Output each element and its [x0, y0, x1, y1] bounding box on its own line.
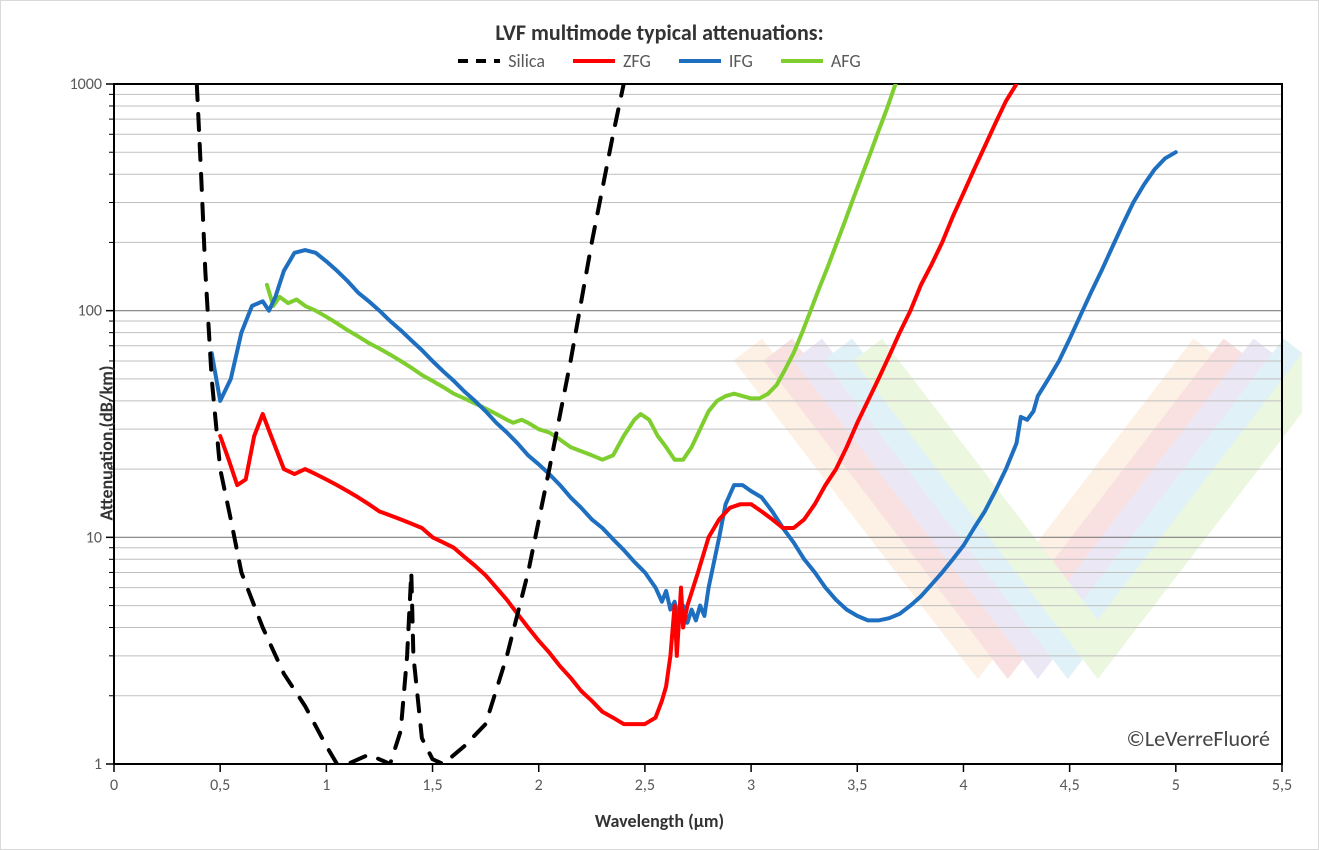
x-axis-label: Wavelength (µm): [595, 810, 724, 832]
legend-item: AFG: [781, 50, 861, 72]
svg-text:0: 0: [110, 776, 118, 795]
svg-text:5,5: 5,5: [1272, 776, 1292, 795]
chart-frame: LVF multimode typical attenuations: Sili…: [0, 0, 1319, 850]
svg-text:3: 3: [747, 776, 755, 795]
svg-text:1: 1: [94, 755, 102, 774]
chart-svg: 0 0,5 1 1,5 2 2,5 3 3,5 4 4,5 5 5,5 1 10 100 1000 ©LeVer…: [19, 78, 1302, 808]
legend-item: IFG: [679, 50, 753, 72]
svg-text:100: 100: [78, 302, 102, 321]
legend-label: Silica: [508, 50, 545, 72]
svg-text:4: 4: [959, 776, 967, 795]
legend: Silica ZFG IFG AFG: [19, 50, 1300, 72]
chart-title: LVF multimode typical attenuations:: [19, 19, 1300, 46]
legend-swatch: [573, 54, 615, 68]
svg-text:2: 2: [535, 776, 543, 795]
svg-text:5: 5: [1172, 776, 1180, 795]
svg-text:0,5: 0,5: [210, 776, 230, 795]
y-axis-label: Attenuation (dB/km): [95, 366, 117, 521]
legend-swatch: [781, 54, 823, 68]
svg-text:1000: 1000: [70, 78, 102, 94]
legend-label: AFG: [831, 50, 861, 72]
legend-item: Silica: [458, 50, 545, 72]
svg-text:3,5: 3,5: [847, 776, 867, 795]
legend-label: ZFG: [623, 50, 651, 72]
chart-area: 0 0,5 1 1,5 2 2,5 3 3,5 4 4,5 5 5,5 1 10 100 1000 ©LeVer…: [19, 78, 1300, 808]
legend-swatch: [458, 54, 500, 68]
svg-text:1: 1: [322, 776, 330, 795]
svg-text:4,5: 4,5: [1060, 776, 1080, 795]
legend-swatch: [679, 54, 721, 68]
legend-label: IFG: [729, 50, 753, 72]
svg-text:1,5: 1,5: [422, 776, 442, 795]
legend-item: ZFG: [573, 50, 651, 72]
svg-text:2,5: 2,5: [635, 776, 655, 795]
svg-text:10: 10: [86, 528, 102, 547]
watermark-text: ©LeVerreFluoré: [1126, 725, 1270, 752]
